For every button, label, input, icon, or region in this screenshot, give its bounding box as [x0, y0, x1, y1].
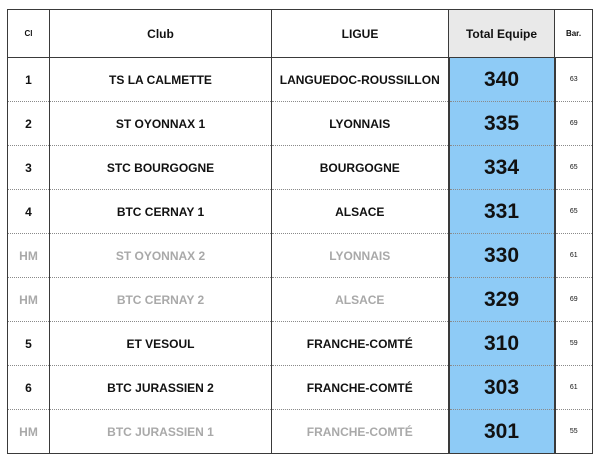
cell-rank: 3	[7, 145, 50, 190]
cell-bar: 65	[554, 189, 593, 234]
cell-rank: HM	[7, 277, 50, 322]
table-row: 6 BTC JURASSIEN 2 FRANCHE-COMTÉ 303 61	[7, 365, 593, 410]
cell-bar: 59	[554, 321, 593, 366]
cell-bar: 69	[554, 101, 593, 146]
cell-total: 303	[447, 365, 556, 410]
table-row: 3 STC BOURGOGNE BOURGOGNE 334 65	[7, 145, 593, 190]
table-row: 2 ST OYONNAX 1 LYONNAIS 335 69	[7, 101, 593, 146]
cell-total: 301	[447, 409, 556, 454]
table-row: 1 TS LA CALMETTE LANGUEDOC-ROUSSILLON 340 63	[7, 57, 593, 102]
header-row: Cl Club LIGUE Total Equipe Bar.	[7, 9, 593, 58]
cell-club: TS LA CALMETTE	[49, 57, 272, 102]
cell-bar: 69	[554, 277, 593, 322]
cell-rank: 6	[7, 365, 50, 410]
table-row: HM ST OYONNAX 2 LYONNAIS 330 61	[7, 233, 593, 278]
cell-ligue: FRANCHE-COMTÉ	[271, 321, 449, 366]
cell-rank: 5	[7, 321, 50, 366]
cell-club: BTC JURASSIEN 2	[49, 365, 272, 410]
cell-ligue: LYONNAIS	[271, 233, 449, 278]
cell-ligue: BOURGOGNE	[271, 145, 449, 190]
cell-rank: HM	[7, 233, 50, 278]
cell-club: ST OYONNAX 2	[49, 233, 272, 278]
cell-total: 329	[447, 277, 556, 322]
results-table-container: Cl Club LIGUE Total Equipe Bar. 1 TS LA C…	[7, 9, 593, 454]
table-header: Cl Club LIGUE Total Equipe Bar.	[7, 9, 593, 58]
cell-rank: HM	[7, 409, 50, 454]
cell-club: BTC JURASSIEN 1	[49, 409, 272, 454]
cell-ligue: FRANCHE-COMTÉ	[271, 409, 449, 454]
cell-rank: 4	[7, 189, 50, 234]
header-total: Total Equipe	[448, 9, 555, 58]
table-row: 4 BTC CERNAY 1 ALSACE 331 65	[7, 189, 593, 234]
table-row: HM BTC CERNAY 2 ALSACE 329 69	[7, 277, 593, 322]
header-rank: Cl	[7, 9, 50, 58]
cell-total: 310	[447, 321, 556, 366]
cell-total: 331	[447, 189, 556, 234]
cell-bar: 61	[554, 365, 593, 410]
cell-total: 330	[447, 233, 556, 278]
results-table: Cl Club LIGUE Total Equipe Bar. 1 TS LA C…	[7, 9, 593, 454]
cell-total: 340	[447, 57, 556, 102]
cell-bar: 65	[554, 145, 593, 190]
cell-rank: 2	[7, 101, 50, 146]
cell-ligue: FRANCHE-COMTÉ	[271, 365, 449, 410]
cell-club: ET VESOUL	[49, 321, 272, 366]
cell-club: STC BOURGOGNE	[49, 145, 272, 190]
cell-total: 334	[447, 145, 556, 190]
header-club: Club	[49, 9, 272, 58]
cell-bar: 63	[554, 57, 593, 102]
cell-club: BTC CERNAY 1	[49, 189, 272, 234]
cell-ligue: ALSACE	[271, 277, 449, 322]
cell-club: ST OYONNAX 1	[49, 101, 272, 146]
cell-bar: 55	[569, 428, 578, 435]
cell-ligue: LYONNAIS	[271, 101, 449, 146]
cell-rank: 1	[7, 57, 50, 102]
table-row: 5 ET VESOUL FRANCHE-COMTÉ 310 59	[7, 321, 593, 366]
table-body: 1 TS LA CALMETTE LANGUEDOC-ROUSSILLON 340 63…	[7, 57, 593, 454]
header-ligue: LIGUE	[271, 9, 449, 58]
cell-ligue: ALSACE	[271, 189, 449, 234]
header-bar: Bar.	[554, 9, 593, 58]
cell-total: 335	[447, 101, 556, 146]
table-row: HM BTC JURASSIEN 1 FRANCHE-COMTÉ 301 55	[7, 409, 593, 454]
cell-club: BTC CERNAY 2	[49, 277, 272, 322]
cell-ligue: LANGUEDOC-ROUSSILLON	[271, 57, 449, 102]
cell-bar: 61	[554, 233, 593, 278]
